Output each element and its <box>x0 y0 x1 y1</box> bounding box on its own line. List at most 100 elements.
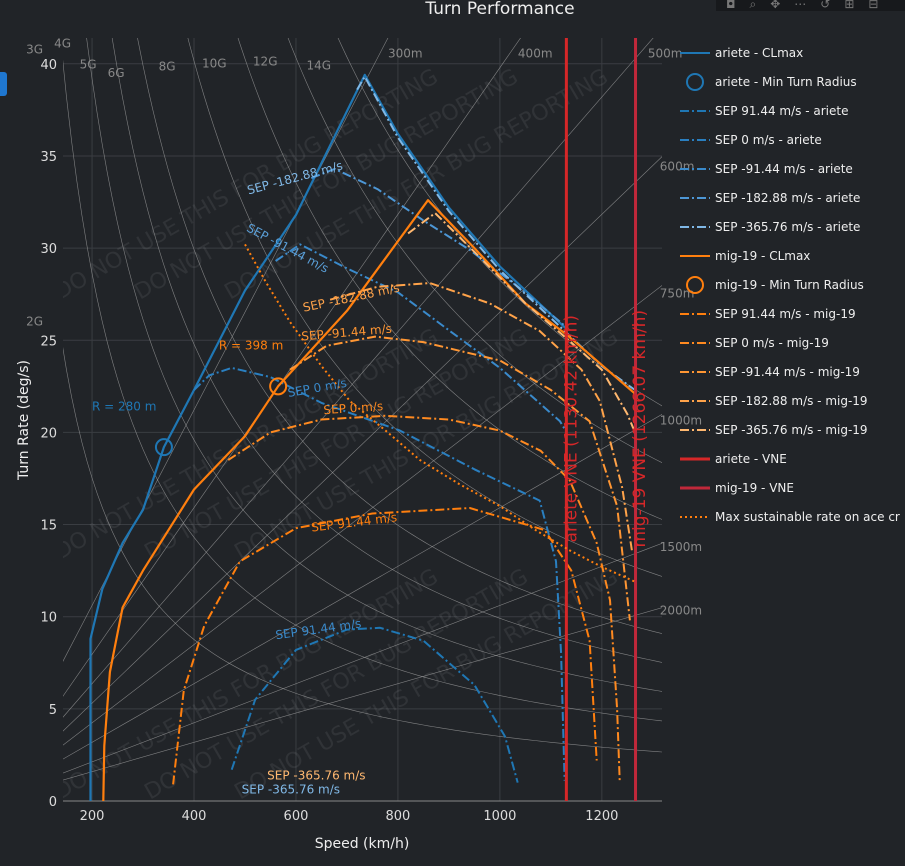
radius-line <box>63 607 662 781</box>
legend-item[interactable]: SEP -365.76 m/s - mig-19 <box>680 423 868 437</box>
legend-item[interactable]: SEP 91.44 m/s - mig-19 <box>680 307 856 321</box>
x-tick-label: 400 <box>182 809 207 824</box>
legend-item[interactable]: SEP -182.88 m/s - ariete <box>680 191 860 205</box>
x-tick-label: 1000 <box>483 809 516 824</box>
series-line-sep-91-44-m-s-ariete <box>230 626 519 783</box>
y-tick-label: 5 <box>49 703 57 718</box>
side-tab[interactable] <box>0 72 7 96</box>
legend-marker-icon <box>686 276 704 294</box>
series-line-sep-91-44-m-s-mig-19 <box>172 507 598 785</box>
legend-label: SEP -365.76 m/s - mig-19 <box>715 423 868 437</box>
y-tick-label: 0 <box>49 795 57 810</box>
zoom-out-icon[interactable]: ⊟ <box>868 0 879 11</box>
radius-line <box>63 38 654 718</box>
y-tick-label: 35 <box>40 150 57 165</box>
lasso-icon[interactable]: ↺ <box>820 0 831 11</box>
zoom-in-icon[interactable]: ⊞ <box>844 0 855 11</box>
min-turn-radius-marker <box>154 438 173 457</box>
legend-item[interactable]: Max sustainable rate on ace cr <box>680 510 900 524</box>
legend-item[interactable]: SEP -91.44 m/s - ariete <box>680 162 853 176</box>
radius-line-label: 400m <box>518 46 553 60</box>
g-line-label: 3G <box>26 42 43 56</box>
legend-item[interactable]: mig-19 - VNE <box>680 481 794 495</box>
radius-line <box>63 156 662 732</box>
annotation-label: SEP 0 m/s <box>323 399 384 417</box>
modebar: ◘ ⌕ ✥ ⋯ ↺ ⊞ ⊟ <box>716 0 905 11</box>
radius-line <box>63 38 521 697</box>
y-tick-label: 20 <box>40 426 57 441</box>
annotation-label: R = 398 m <box>219 338 283 352</box>
annotation-label: SEP -182.88 m/s <box>302 281 401 315</box>
series-line-sep-0-m-s-mig-19 <box>227 414 621 781</box>
x-tick-label: 200 <box>80 809 105 824</box>
g-load-line <box>337 38 662 407</box>
annotation-label: SEP -365.76 m/s <box>242 783 340 797</box>
chart-title: Turn Performance <box>424 0 574 19</box>
g-line-label: 2G <box>26 314 43 328</box>
g-line-label: 12G <box>253 54 278 68</box>
legend-label: mig-19 - CLmax <box>715 249 810 263</box>
g-load-line <box>137 38 662 634</box>
annotation-label: mig-19 VNE (1266.07 km/h) <box>630 310 650 548</box>
y-tick-label: 10 <box>40 611 57 626</box>
g-line-label: 5G <box>80 57 97 71</box>
pan-icon[interactable]: ✥ <box>770 0 781 11</box>
legend-label: SEP -91.44 m/s - mig-19 <box>715 365 860 379</box>
annotation-label: R = 280 m <box>92 399 156 413</box>
legend-item[interactable]: SEP -182.88 m/s - mig-19 <box>680 394 868 408</box>
legend-item[interactable]: SEP 0 m/s - ariete <box>680 133 822 147</box>
g-load-line <box>111 38 662 663</box>
legend-item[interactable]: ariete - CLmax <box>680 46 803 60</box>
series-line-sep-91-44-m-s-ariete <box>275 243 568 433</box>
radius-line-label: 750m <box>660 286 695 300</box>
g-line-label: 10G <box>202 56 227 70</box>
legend-item[interactable]: ariete - VNE <box>680 452 787 466</box>
g-load-line <box>63 347 662 753</box>
series-line-sep-365-76-m-s-ariete <box>356 75 636 391</box>
g-line-label: 4G <box>54 37 71 51</box>
series-line-ariete-clmax <box>89 73 568 801</box>
x-axis-label: Speed (km/h) <box>315 836 410 852</box>
y-tick-label: 15 <box>40 519 57 534</box>
radius-line-label: 1000m <box>660 413 702 427</box>
legend-item[interactable]: mig-19 - CLmax <box>680 249 810 263</box>
y-tick-label: 40 <box>40 58 57 73</box>
g-load-line <box>63 59 662 722</box>
series-line-sep-182-88-m-s-mig-19 <box>329 282 633 551</box>
legend-item[interactable]: mig-19 - Min Turn Radius <box>686 276 864 294</box>
legend-item[interactable]: SEP -91.44 m/s - mig-19 <box>680 365 860 379</box>
legend-label: Max sustainable rate on ace cr <box>715 510 900 524</box>
annotation-label: ariete VNE (1130.42 km/h) <box>561 315 581 542</box>
legend-item[interactable]: SEP 0 m/s - mig-19 <box>680 336 829 350</box>
x-tick-label: 800 <box>386 809 411 824</box>
y-tick-label: 30 <box>40 242 57 257</box>
radius-line-label: 1500m <box>660 540 702 554</box>
radius-line <box>63 38 389 662</box>
box-select-icon[interactable]: ⋯ <box>794 0 807 11</box>
g-load-line <box>237 38 662 520</box>
series-line-sep-365-76-m-s-mig-19 <box>407 212 636 433</box>
g-load-line <box>86 38 662 692</box>
zoom-icon[interactable]: ⌕ <box>749 0 757 11</box>
g-line-label: 6G <box>108 66 125 80</box>
y-axis-label: Turn Rate (deg/s) <box>16 360 32 481</box>
legend-item[interactable]: ariete - Min Turn Radius <box>686 73 857 91</box>
annotation-label: SEP -365.76 m/s <box>267 769 365 783</box>
min-turn-radius-marker <box>269 377 288 396</box>
watermark-text: DO NOT USE THIS FOR BUG REPORTING <box>51 324 443 565</box>
legend-item[interactable]: SEP -365.76 m/s - ariete <box>680 220 860 234</box>
series-line-sep-0-m-s-ariete <box>193 366 566 781</box>
legend-label: SEP 0 m/s - mig-19 <box>715 336 829 350</box>
legend-item[interactable]: SEP 91.44 m/s - ariete <box>680 104 848 118</box>
radius-line <box>63 414 662 760</box>
y-tick-label: 25 <box>40 334 57 349</box>
radius-line-label: 500m <box>648 46 683 60</box>
camera-icon[interactable]: ◘ <box>726 0 736 11</box>
g-line-label: 8G <box>159 60 176 74</box>
radius-line <box>63 542 662 774</box>
g-line-label: 14G <box>306 58 331 72</box>
series-line-max-sustainable-rate-on-ace-cr <box>244 243 636 583</box>
legend-label: mig-19 - VNE <box>715 481 794 495</box>
legend-label: SEP -182.88 m/s - mig-19 <box>715 394 868 408</box>
x-tick-label: 600 <box>284 809 309 824</box>
